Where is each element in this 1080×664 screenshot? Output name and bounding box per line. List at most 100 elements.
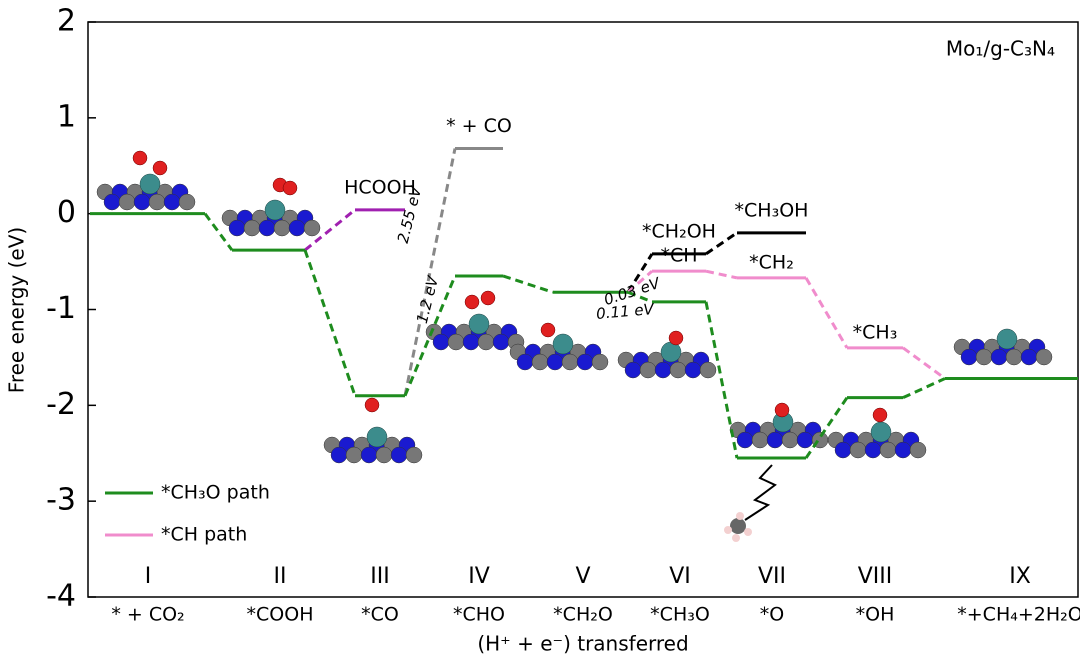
oxygen-atom (132, 150, 148, 166)
metal-atom (468, 313, 490, 335)
x-category-name: *O (760, 604, 784, 626)
x-category-label: VII (758, 564, 786, 589)
atom (796, 431, 814, 449)
connector (902, 346, 946, 380)
release-arrow (744, 464, 777, 521)
atom (118, 193, 136, 211)
atom (639, 361, 657, 379)
molecule-layer (96, 150, 1053, 542)
atom (909, 441, 927, 459)
atom (834, 441, 852, 459)
x-category-label: VIII (858, 564, 893, 589)
oxygen-atom (152, 160, 168, 176)
atom (669, 361, 687, 379)
oxygen-atom (464, 294, 480, 310)
x-category-label: III (370, 564, 389, 589)
level-label: *CH₂ (749, 251, 794, 273)
metal-atom (139, 173, 161, 195)
x-category-label: II (274, 564, 287, 589)
atom (736, 431, 754, 449)
atom (148, 193, 166, 211)
atom (1005, 348, 1023, 366)
atom (375, 446, 393, 464)
x-category-label: V (575, 564, 590, 589)
y-tick-label: -4 (46, 579, 76, 614)
level-label: * + CO (446, 115, 512, 137)
atom (258, 219, 276, 237)
y-tick-label: 2 (57, 4, 76, 39)
level-label: *CH₃OH (735, 199, 809, 221)
atom (1035, 348, 1053, 366)
atom (894, 441, 912, 459)
x-category-label: I (145, 564, 152, 589)
level-label: HCOOH (344, 176, 416, 198)
atom (879, 441, 897, 459)
x-category-label: VI (669, 564, 691, 589)
atom (447, 333, 465, 351)
x-category-name: *OH (856, 604, 895, 626)
oxygen-atom (774, 402, 790, 418)
atom (766, 431, 784, 449)
atom (684, 361, 702, 379)
atom (864, 441, 882, 459)
connector (502, 274, 554, 294)
x-category-name: *CH₃O (650, 604, 710, 626)
y-tick-label: -2 (46, 387, 76, 422)
hydrogen-atom (736, 512, 744, 520)
x-category-name: *CO (361, 604, 399, 626)
atom (477, 333, 495, 351)
level-label: *CH₂OH (642, 220, 716, 242)
atom (432, 333, 450, 351)
atom (546, 353, 564, 371)
atom (273, 219, 291, 237)
atom (462, 333, 480, 351)
y-tick-label: -3 (46, 483, 76, 518)
hydrogen-atom (744, 528, 752, 536)
atom (492, 333, 510, 351)
y-tick-label: -1 (46, 291, 76, 326)
y-tick-label: 0 (57, 195, 76, 230)
atom (405, 446, 423, 464)
x-category-name: *CHO (453, 604, 505, 626)
oxygen-atom (872, 407, 888, 423)
atom (751, 431, 769, 449)
atom (178, 193, 196, 211)
metal-atom (264, 199, 286, 221)
connector (403, 275, 457, 397)
methane-atom (730, 518, 746, 534)
connector (705, 269, 738, 280)
hydrogen-atom (724, 526, 732, 534)
x-category-label: IX (1009, 564, 1031, 589)
x-category-label: IV (468, 564, 490, 589)
atom (699, 361, 717, 379)
level-label: *CH (660, 245, 697, 267)
connector (804, 277, 849, 349)
plot-frame (87, 21, 1079, 598)
connector (627, 290, 653, 304)
x-category-name: *COOH (247, 604, 314, 626)
x-axis-label: (H⁺ + e⁻) transferred (477, 632, 688, 656)
hydrogen-atom (732, 534, 740, 542)
oxygen-atom (282, 180, 298, 196)
atom (103, 193, 121, 211)
oxygen-atom (480, 290, 496, 306)
atom (330, 446, 348, 464)
connector (303, 249, 357, 397)
legend-label: *CH path (161, 524, 247, 546)
connector (704, 301, 739, 459)
barrier-annotation: 0.11 eV (595, 300, 656, 323)
connector (705, 231, 738, 256)
atom (163, 193, 181, 211)
atom (303, 219, 321, 237)
atom (1020, 348, 1038, 366)
connector (902, 377, 946, 400)
panel-label: Mo₁/g-C₃N₄ (946, 37, 1055, 61)
atom (228, 219, 246, 237)
atom (516, 353, 534, 371)
y-tick-label: 1 (57, 99, 76, 134)
atom (243, 219, 261, 237)
metal-atom (366, 426, 388, 448)
x-category-name: *+CH₄+2H₂O (957, 604, 1080, 626)
